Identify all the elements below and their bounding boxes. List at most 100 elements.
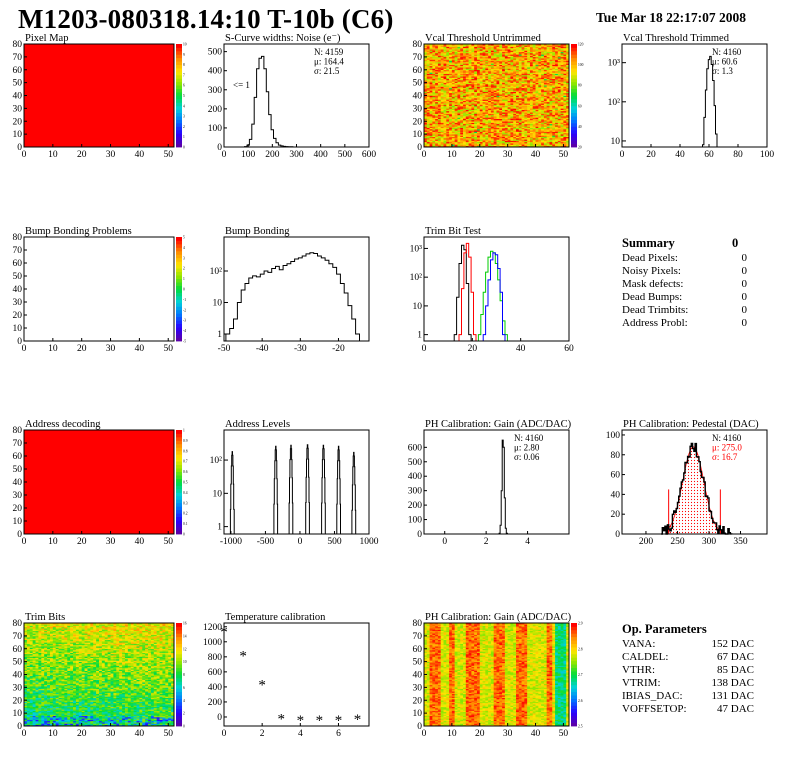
- y-tick-label: 0: [17, 337, 22, 347]
- x-tick-label: 40: [135, 344, 145, 354]
- color-scale-step: [176, 237, 182, 241]
- y-tick-label: 50: [13, 79, 23, 89]
- x-tick-label: 10: [48, 344, 58, 354]
- x-tick-label: 400: [314, 150, 329, 160]
- color-scale-tick-label: 5: [183, 236, 185, 240]
- x-tick-label: 50: [163, 150, 173, 160]
- color-scale-step: [176, 443, 182, 448]
- y-tick-label: 1: [417, 331, 422, 341]
- color-scale-step: [176, 243, 182, 248]
- y-tick-label: 30: [13, 104, 23, 114]
- color-scale-step: [176, 530, 182, 535]
- y-tick-label: 60: [13, 259, 23, 269]
- y-tick-label: 1: [217, 523, 222, 533]
- x-tick-label: 300: [289, 150, 304, 160]
- color-scale-step: [571, 122, 577, 127]
- color-scale-step: [176, 513, 182, 518]
- x-tick-label: 80: [733, 150, 743, 160]
- y-tick-label: 40: [13, 478, 23, 488]
- x-tick-label: 200: [265, 150, 280, 160]
- x-tick-label: 500: [327, 537, 342, 547]
- x-tick-label: 20: [468, 344, 478, 354]
- stats-line: σ: 0.06: [514, 452, 540, 462]
- color-scale-step: [571, 129, 577, 134]
- color-scale-step: [176, 306, 182, 311]
- color-scale-tick-label: 6: [183, 84, 185, 88]
- color-scale-step: [176, 282, 182, 286]
- stats-line: μ: 2.80: [514, 443, 540, 453]
- color-scale-step: [176, 119, 182, 124]
- color-scale-tick-label: 100: [578, 63, 584, 67]
- chart-address-decoding: Address decoding00.10.20.30.40.50.60.70.…: [13, 419, 188, 547]
- y-tick-label: 0: [417, 530, 422, 540]
- y-tick-label: 500: [208, 48, 223, 58]
- y-tick-label: 500: [408, 458, 423, 468]
- color-scale-step: [176, 289, 182, 293]
- chart-title: Trim Bits: [25, 612, 65, 623]
- color-scale-step: [176, 520, 182, 524]
- color-scale-step: [571, 85, 577, 90]
- x-tick-label: 600: [362, 150, 377, 160]
- chart-title: Bump Bonding: [225, 226, 290, 237]
- plot-frame: [223, 429, 370, 535]
- color-scale-tick-label: 120: [578, 43, 584, 47]
- y-tick-label: 10³: [608, 59, 621, 69]
- stats-line: μ: 164.4: [314, 57, 344, 67]
- color-scale-step: [571, 57, 577, 62]
- y-tick-label: 20: [13, 504, 23, 514]
- color-scale-step: [176, 143, 182, 148]
- color-scale-tick-label: 0: [183, 288, 185, 292]
- color-scale-step: [176, 492, 182, 497]
- histogram-series: [477, 250, 508, 341]
- color-scale-tick-label: 0.9: [183, 439, 188, 443]
- color-scale-step: [176, 261, 182, 266]
- chart-title: Address Levels: [225, 419, 290, 430]
- histogram-peak: [288, 444, 294, 535]
- histogram-peak: [336, 445, 341, 535]
- color-scale-step: [176, 454, 182, 459]
- color-scale-step: [571, 61, 577, 65]
- x-tick-label: 50: [163, 537, 173, 547]
- y-tick-label: 200: [408, 501, 423, 511]
- color-scale-tick-label: -2: [183, 308, 186, 312]
- x-tick-label: 300: [702, 537, 717, 547]
- color-scale-step: [176, 61, 182, 65]
- color-scale-step: [176, 495, 182, 500]
- y-tick-label: 100: [408, 516, 423, 526]
- y-tick-label: 80: [13, 233, 23, 243]
- histogram-peak: [321, 444, 326, 535]
- x-tick-label: 50: [163, 344, 173, 354]
- color-scale-tick-label: -5: [183, 340, 186, 344]
- chart-title: Vcal Threshold Trimmed: [623, 33, 730, 44]
- histogram-peak: [273, 445, 279, 535]
- x-tick-label: 0: [422, 150, 427, 160]
- color-scale-step: [176, 68, 182, 72]
- y-tick-label: 10: [413, 302, 423, 312]
- y-tick-label: 50: [413, 79, 423, 89]
- y-tick-label: 40: [13, 285, 23, 295]
- x-tick-label: 1000: [360, 537, 379, 547]
- color-scale-step: [176, 295, 182, 300]
- color-scale-tick-label: 0.1: [183, 522, 188, 526]
- color-scale-tick-label: 0: [183, 146, 185, 150]
- color-scale-step: [176, 457, 182, 462]
- color-scale-step: [176, 98, 182, 103]
- y-tick-label: 30: [13, 298, 23, 308]
- y-tick-label: 600: [408, 443, 423, 453]
- x-tick-label: 30: [106, 344, 116, 354]
- color-scale-step: [571, 47, 577, 52]
- y-tick-label: 70: [413, 53, 423, 63]
- y-tick-label: 80: [413, 40, 423, 50]
- color-scale-step: [176, 527, 182, 531]
- stats-line: N: 4160: [712, 47, 742, 57]
- color-scale-step: [176, 316, 182, 321]
- color-scale-step: [176, 240, 182, 245]
- chart-title: Bump Bonding Problems: [25, 226, 132, 237]
- x-tick-label: 0: [442, 537, 447, 547]
- color-scale-step: [176, 471, 182, 476]
- color-scale-tick-label: 3: [183, 115, 185, 119]
